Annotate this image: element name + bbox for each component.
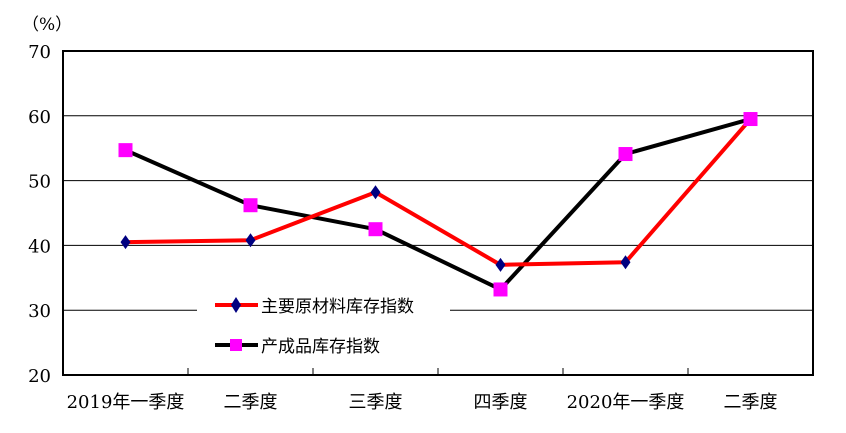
- y-tick-label: 50: [28, 172, 51, 193]
- data-point-diamond: [495, 257, 506, 272]
- legend-square-icon: [230, 339, 242, 351]
- y-tick-label: 20: [28, 366, 51, 387]
- data-point-diamond: [120, 235, 131, 250]
- y-tick-label: 30: [28, 301, 51, 322]
- x-tick-label: 四季度: [474, 392, 528, 413]
- x-tick-label: 二季度: [724, 392, 778, 413]
- data-point-diamond: [245, 233, 256, 248]
- data-point-square: [368, 222, 383, 237]
- series-line: [124, 117, 752, 292]
- x-tick-label: 二季度: [224, 392, 278, 413]
- y-unit-label: （%）: [22, 15, 72, 35]
- y-tick-label: 60: [28, 107, 51, 128]
- series-line: [125, 117, 753, 267]
- y-tick-label: 70: [28, 42, 51, 63]
- data-point-square: [118, 143, 133, 158]
- legend-label-raw-materials: 主要原材料库存指数: [261, 297, 414, 317]
- legend-label-finished-goods: 产成品库存指数: [261, 337, 380, 357]
- data-point-square: [743, 112, 758, 127]
- data-point-diamond: [620, 255, 631, 270]
- legend-diamond-icon: [231, 297, 241, 313]
- x-tick-label: 2019年一季度: [67, 392, 185, 413]
- data-point-square: [243, 198, 258, 213]
- legend: 主要原材料库存指数 产成品库存指数: [197, 285, 450, 367]
- data-point-square: [618, 147, 633, 162]
- x-tick-label: 2020年一季度: [567, 392, 685, 413]
- y-tick-label: 40: [28, 236, 51, 257]
- data-point-diamond: [370, 185, 381, 200]
- x-tick-label: 三季度: [349, 392, 403, 413]
- data-point-square: [493, 282, 508, 297]
